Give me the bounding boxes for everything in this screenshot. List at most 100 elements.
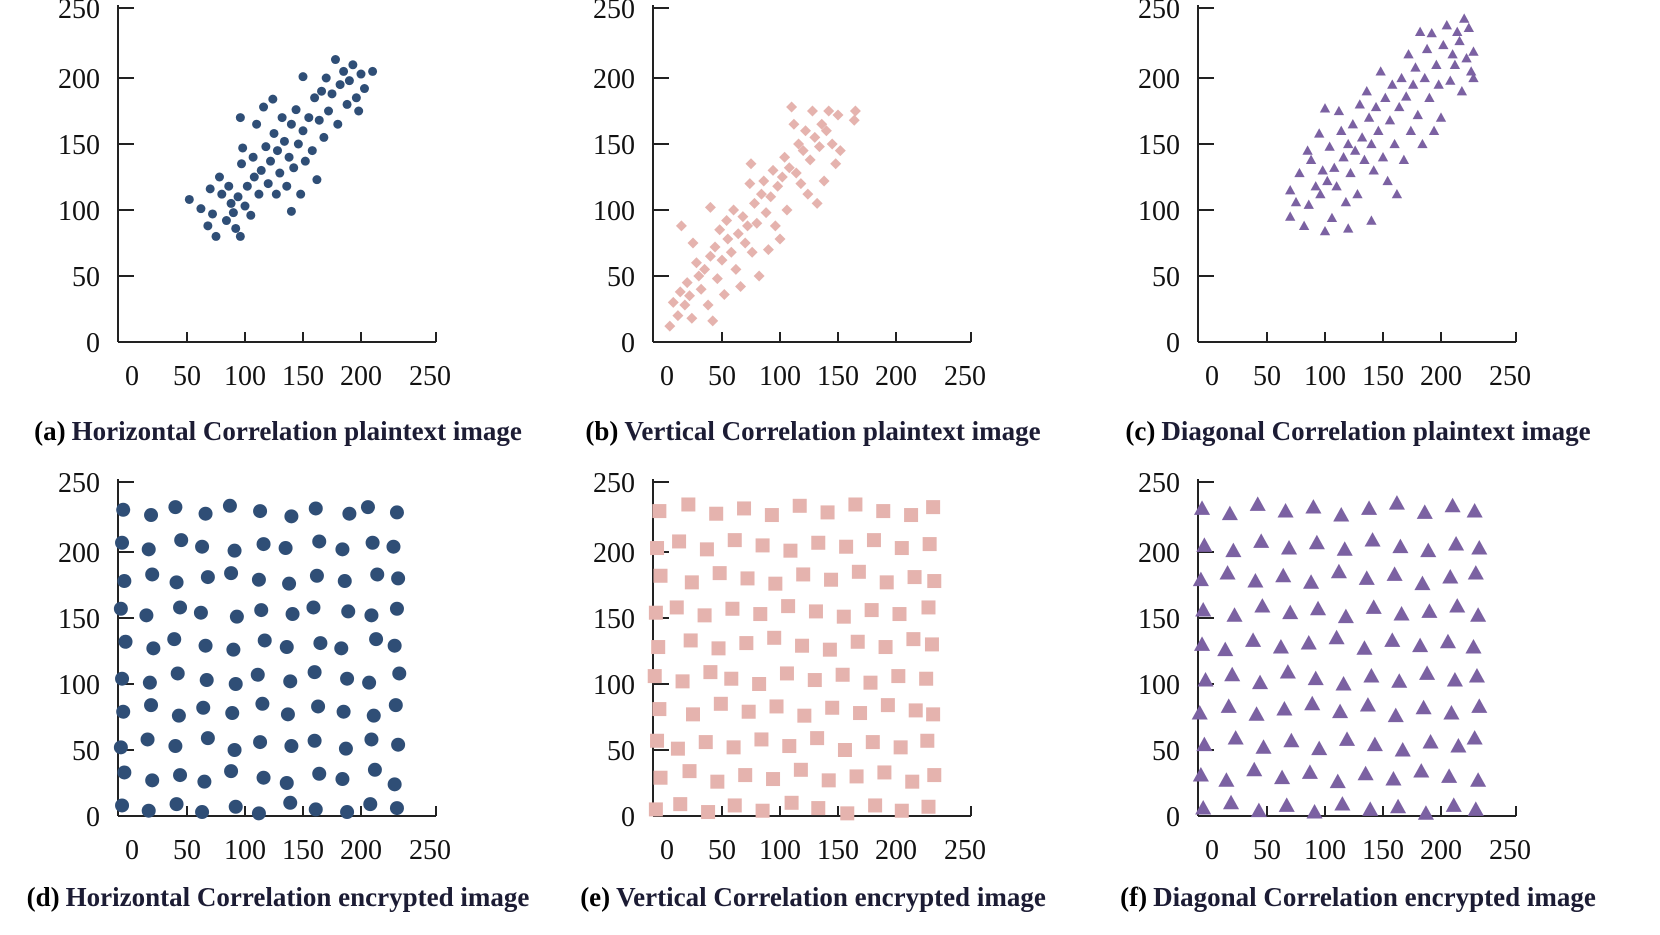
data-point xyxy=(251,806,266,821)
data-point xyxy=(256,165,266,175)
y-tick-label: 150 xyxy=(1138,130,1180,161)
data-point xyxy=(389,505,404,520)
data-point xyxy=(113,740,128,755)
data-point xyxy=(704,201,716,213)
data-point xyxy=(1220,698,1237,713)
data-point xyxy=(221,216,231,226)
data-point xyxy=(765,191,777,203)
data-point xyxy=(1253,533,1270,548)
x-tick-label: 100 xyxy=(759,361,801,392)
data-point xyxy=(1394,101,1405,112)
data-point xyxy=(144,698,159,713)
data-point xyxy=(832,109,844,121)
data-point xyxy=(254,189,264,199)
data-point xyxy=(389,601,404,616)
x-tick-label: 100 xyxy=(224,361,266,392)
data-point xyxy=(822,642,837,657)
data-point xyxy=(1276,701,1293,716)
data-point xyxy=(679,299,691,311)
x-tick-label: 50 xyxy=(1253,835,1281,866)
data-point xyxy=(1387,79,1398,89)
data-point xyxy=(195,805,210,820)
data-point xyxy=(1193,500,1211,515)
data-point xyxy=(1366,736,1383,752)
data-point xyxy=(224,181,234,191)
data-point xyxy=(1368,165,1379,175)
data-point xyxy=(772,180,784,192)
data-point xyxy=(927,574,942,589)
x-tick-label: 250 xyxy=(944,361,986,392)
data-point xyxy=(338,741,353,756)
caption-text: Horizontal Correlation encrypted image xyxy=(66,882,530,912)
data-point xyxy=(927,768,942,783)
data-point xyxy=(690,257,702,269)
data-point xyxy=(1310,181,1321,191)
y-tick-label: 150 xyxy=(593,130,635,161)
data-point xyxy=(806,105,818,117)
data-point xyxy=(648,605,663,620)
data-point xyxy=(667,296,679,308)
panel-horizontal-encrypted: 0 50 100 150 200 250 0 50 100 150 200 250 (d) Horizon… xyxy=(27,468,530,912)
y-tick-label: 50 xyxy=(72,262,100,293)
data-point xyxy=(1359,154,1370,164)
data-point xyxy=(726,740,741,755)
data-point xyxy=(769,699,784,714)
data-point xyxy=(259,102,269,112)
data-point xyxy=(197,774,212,789)
data-point xyxy=(168,739,183,754)
data-point xyxy=(1426,27,1437,38)
data-point xyxy=(324,106,334,116)
data-point xyxy=(1391,188,1403,199)
data-point xyxy=(673,797,688,812)
data-point xyxy=(1356,640,1373,655)
data-point xyxy=(198,506,213,521)
data-point xyxy=(1361,500,1378,515)
data-point xyxy=(255,696,270,711)
data-point xyxy=(256,537,271,552)
data-point xyxy=(774,233,786,245)
y-tick-label: 200 xyxy=(58,538,100,569)
x-tick-label: 250 xyxy=(409,361,451,392)
data-point xyxy=(1448,536,1465,551)
x-tick-label: 50 xyxy=(708,361,736,392)
data-point xyxy=(1285,211,1296,221)
data-point xyxy=(1314,128,1325,138)
data-point xyxy=(319,132,329,142)
data-point xyxy=(224,566,239,581)
data-point xyxy=(1467,801,1484,816)
data-point xyxy=(238,143,248,153)
data-point xyxy=(1393,605,1410,621)
data-point xyxy=(1433,79,1444,89)
y-tick-label: 200 xyxy=(593,538,635,569)
y-tick-label: 0 xyxy=(1166,802,1180,833)
data-point xyxy=(718,288,730,300)
caption-text: Diagonal Correlation encrypted image xyxy=(1153,882,1596,912)
data-point xyxy=(807,673,822,688)
y-tick-label: 0 xyxy=(1166,328,1180,359)
data-point xyxy=(200,731,215,746)
data-point xyxy=(268,94,278,104)
data-point xyxy=(1196,537,1213,552)
data-point xyxy=(704,250,716,262)
data-point xyxy=(1461,53,1472,63)
data-point xyxy=(796,567,811,582)
y-tick-label: 50 xyxy=(72,736,100,767)
data-point xyxy=(1387,707,1404,723)
y-tick-label: 150 xyxy=(593,604,635,635)
data-point xyxy=(1343,223,1354,233)
data-point xyxy=(813,141,825,153)
data-point xyxy=(839,539,854,554)
data-point xyxy=(1377,152,1389,162)
data-point xyxy=(145,773,160,788)
data-point xyxy=(769,220,781,232)
data-point xyxy=(1449,598,1466,613)
data-point xyxy=(710,774,725,789)
data-point xyxy=(1300,635,1317,650)
x-tick-label: 150 xyxy=(1362,835,1404,866)
data-point xyxy=(304,113,314,123)
x-tick-label: 200 xyxy=(1420,361,1462,392)
data-point xyxy=(652,504,667,519)
data-point xyxy=(1465,66,1477,76)
data-point xyxy=(336,704,351,719)
data-point xyxy=(308,501,323,516)
